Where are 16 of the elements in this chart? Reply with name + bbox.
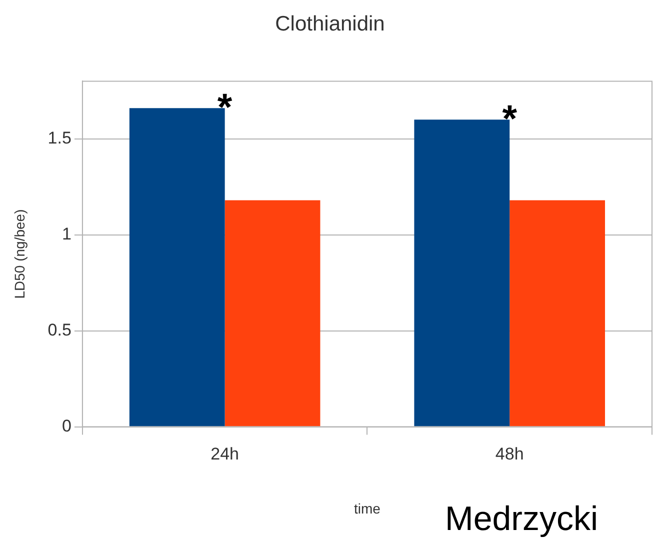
- bar: [510, 200, 606, 426]
- bar: [129, 108, 225, 426]
- y-tick-label: 0: [62, 416, 72, 436]
- x-tick-label: 48h: [495, 444, 524, 464]
- annotation: *: [502, 98, 518, 141]
- y-tick-label: 0.5: [48, 320, 72, 340]
- bar: [224, 200, 320, 426]
- x-axis-title: time: [354, 500, 381, 516]
- y-axis-title: LD50 (ng/bee): [11, 209, 28, 299]
- x-tick-label: 24h: [210, 444, 240, 464]
- y-tick-label: 1.5: [48, 128, 72, 148]
- text: Medrzycki: [445, 500, 598, 538]
- bar: [414, 120, 510, 426]
- chart-title: Clothianidin: [275, 12, 385, 36]
- y-tick-label: 1: [62, 224, 72, 244]
- annotation: *: [217, 87, 232, 130]
